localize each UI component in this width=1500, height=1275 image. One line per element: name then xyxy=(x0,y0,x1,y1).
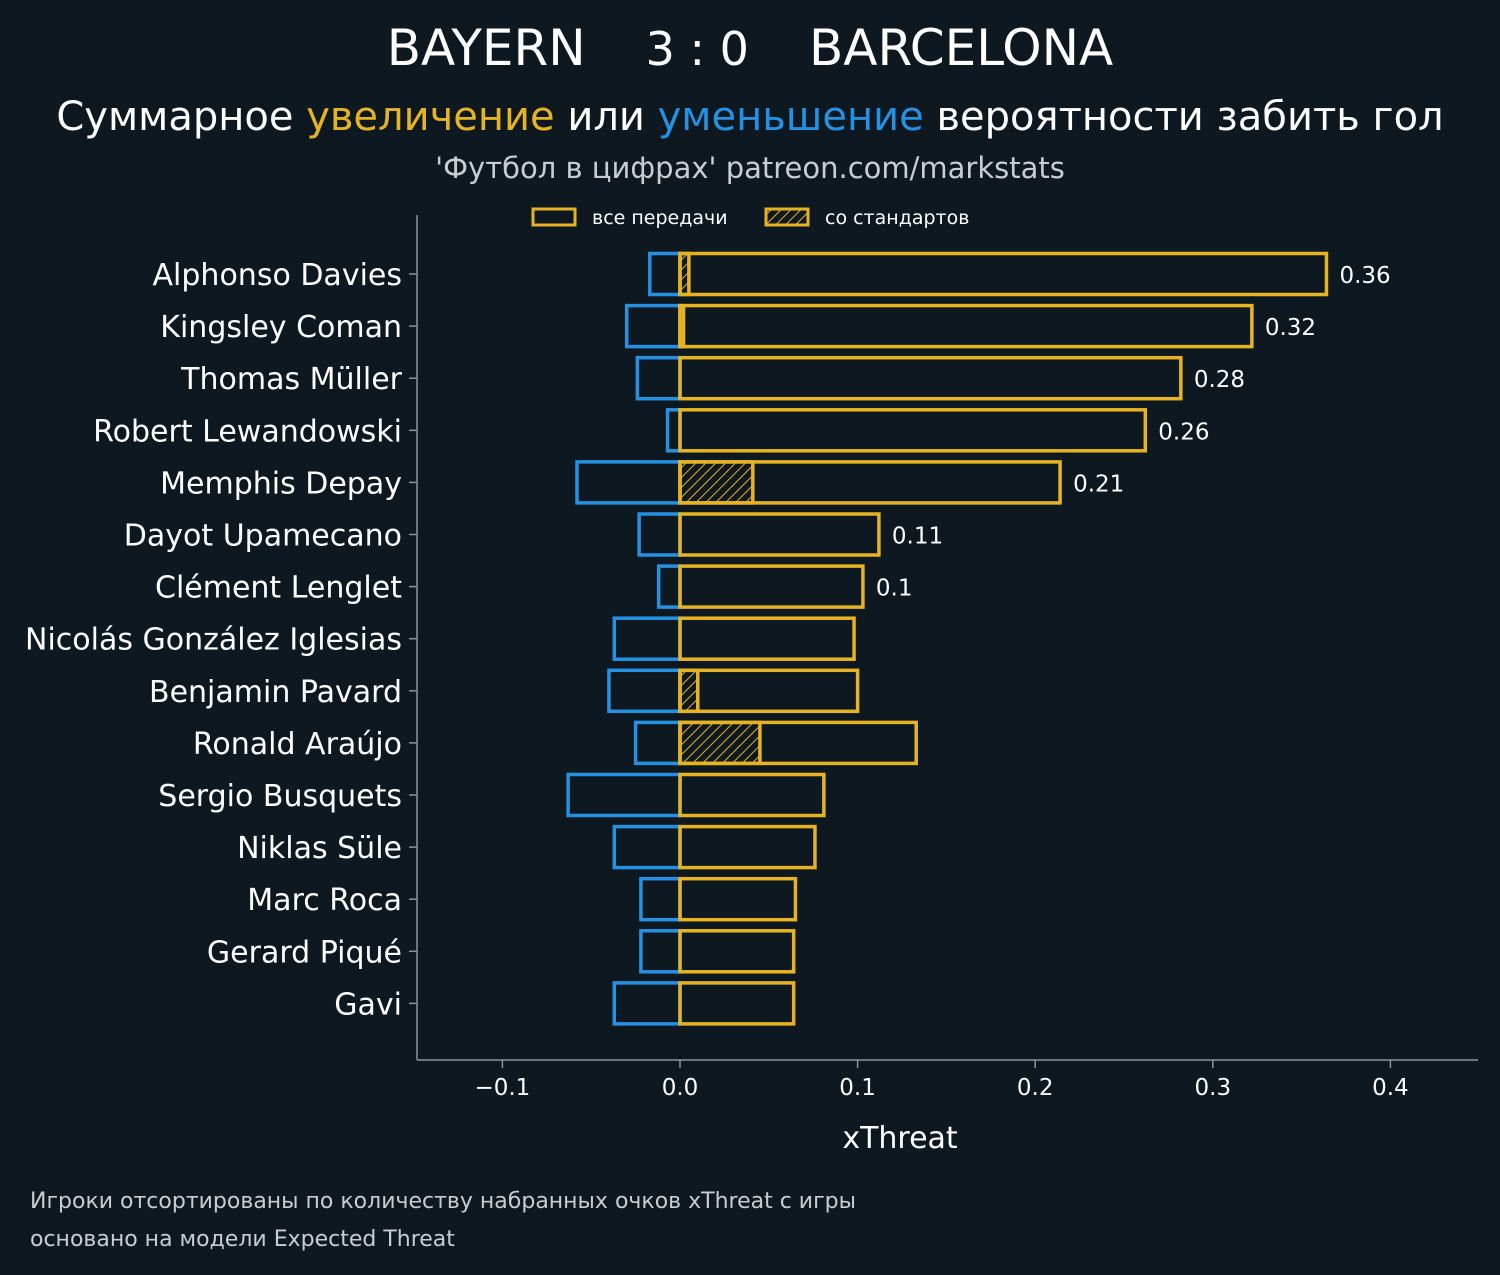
bar-all-passes xyxy=(678,876,798,922)
legend-swatch-all-passes xyxy=(531,207,577,227)
bar-set-pieces xyxy=(678,668,700,714)
bar-decrease xyxy=(612,981,682,1026)
data-label: 0.32 xyxy=(1265,315,1316,341)
bar-all-passes xyxy=(678,460,1062,505)
bar-all-passes xyxy=(678,981,796,1026)
bar-decrease xyxy=(624,303,682,349)
category-label: Kingsley Coman xyxy=(160,310,402,345)
category-label: Benjamin Pavard xyxy=(149,675,402,710)
category-label: Dayot Upamecano xyxy=(124,519,402,554)
category-label: Robert Lewandowski xyxy=(93,414,402,449)
x-tick-label: 0.1 xyxy=(839,1075,876,1101)
category-label: Gavi xyxy=(334,987,402,1022)
x-axis-label: xThreat xyxy=(842,1121,958,1156)
category-label: Thomas Müller xyxy=(180,362,402,397)
team-away: BARCELONA xyxy=(808,19,1114,77)
x-tick-label: 0.2 xyxy=(1017,1075,1054,1101)
bar-all-passes xyxy=(678,303,1254,349)
category-label: Memphis Depay xyxy=(160,466,402,501)
category-label: Niklas Süle xyxy=(237,831,402,866)
category-label: Marc Roca xyxy=(247,883,402,918)
x-tick-label: 0.3 xyxy=(1195,1075,1232,1101)
legend-label-all-passes: все передачи xyxy=(592,207,728,229)
bar-all-passes xyxy=(678,824,817,870)
bar-all-passes xyxy=(678,564,865,609)
bar-decrease xyxy=(639,929,682,974)
team-home: BAYERN xyxy=(386,19,586,77)
bar-decrease xyxy=(607,668,682,714)
bar-chart: все передачи со стандартов −0.1 0.0 0.1 0.2… xyxy=(25,207,1478,1156)
subtitle-increase: увеличение xyxy=(306,94,555,140)
chart-title: BAYERN 3 : 0 BARCELONA xyxy=(0,18,1500,78)
x-tick-label: 0.0 xyxy=(662,1075,699,1101)
category-label: Ronald Araújo xyxy=(193,727,402,762)
subtitle-part2: или xyxy=(554,94,658,140)
data-label: 0.1 xyxy=(876,576,913,602)
x-tick-label: −0.1 xyxy=(474,1075,530,1101)
x-tick-label: 0.4 xyxy=(1372,1075,1409,1101)
credit-line: 'Футбол в цифрах' patreon.com/markstats xyxy=(435,151,1065,185)
bar-all-passes xyxy=(678,355,1183,401)
bar-decrease xyxy=(633,720,682,766)
bar-decrease xyxy=(637,512,682,557)
data-label: 0.11 xyxy=(892,524,943,550)
category-label: Nicolás González Iglesias xyxy=(25,623,402,658)
bar-decrease xyxy=(612,824,682,870)
axes: −0.1 0.0 0.1 0.2 0.3 0.4 xyxy=(409,215,1478,1101)
category-label: Sergio Busquets xyxy=(158,779,402,814)
bar-decrease xyxy=(566,772,682,818)
bar-all-passes xyxy=(678,929,796,974)
footnote-sorting: Игроки отсортированы по количеству набра… xyxy=(30,1189,856,1214)
bar-all-passes xyxy=(678,408,1148,453)
subtitle-part3: вероятности забить гол xyxy=(923,94,1444,140)
bar-set-pieces xyxy=(678,460,755,505)
bar-all-passes xyxy=(678,616,856,661)
legend-swatch-set-pieces xyxy=(764,207,810,227)
category-label: Alphonso Davies xyxy=(153,258,402,293)
bar-all-passes xyxy=(678,772,826,818)
bar-set-pieces xyxy=(678,720,762,766)
bar-all-passes xyxy=(678,668,860,714)
bar-decrease xyxy=(656,564,682,609)
match-score: 3 : 0 xyxy=(645,22,749,76)
bar-all-passes xyxy=(678,720,918,766)
bar-decrease xyxy=(648,251,682,297)
data-label: 0.36 xyxy=(1339,263,1390,289)
bar-all-passes xyxy=(678,512,881,557)
bar-decrease xyxy=(612,616,682,661)
subtitle-decrease: уменьшение xyxy=(657,94,924,140)
bar-all-passes xyxy=(678,251,1329,297)
footnote-model: основано на модели Expected Threat xyxy=(30,1227,455,1252)
data-label: 0.26 xyxy=(1158,419,1209,445)
category-label: Gerard Piqué xyxy=(207,935,402,970)
category-labels: Alphonso Davies Kingsley Coman Thomas Müll… xyxy=(25,258,403,1022)
data-label: 0.28 xyxy=(1194,367,1245,393)
bars: 0.36 0.32 0.28 0.26 0.21 0.11 0.1 xyxy=(566,251,1391,1026)
legend-label-set-pieces: со стандартов xyxy=(825,207,969,229)
bar-decrease xyxy=(665,408,682,453)
chart-subtitle: Суммарное увеличение или уменьшение веро… xyxy=(0,90,1500,144)
bar-decrease xyxy=(639,876,682,922)
legend: все передачи со стандартов xyxy=(531,207,969,229)
bar-decrease xyxy=(635,355,682,401)
subtitle-part1: Суммарное xyxy=(56,94,307,140)
data-label: 0.21 xyxy=(1073,471,1124,497)
bar-decrease xyxy=(575,460,682,505)
category-label: Clément Lenglet xyxy=(155,571,402,606)
